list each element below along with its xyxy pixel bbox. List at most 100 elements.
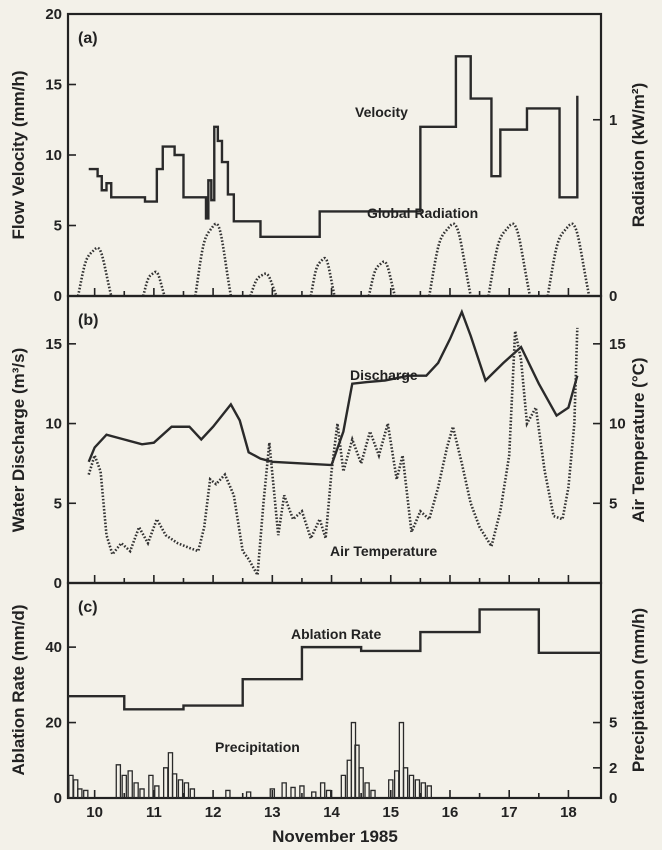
series-label: Ablation Rate	[291, 626, 381, 642]
precipitation-bar	[364, 782, 370, 798]
x-tick-label: 18	[560, 804, 577, 821]
y-right-tick-label: 5	[609, 495, 617, 512]
precipitation-bar	[83, 789, 89, 798]
precipitation-bar	[177, 779, 184, 798]
precipitation-bar	[398, 721, 405, 798]
panel-a: 0 5 10 15 20 0 1 Flow Velocity (mm/h) Radiation …	[9, 6, 648, 305]
precipitation-bar	[127, 770, 133, 798]
y-tick-label: 10	[45, 147, 62, 164]
precipitation-bar	[319, 782, 326, 798]
y-tick-label: 10	[45, 416, 62, 433]
x-tick-label: 15	[382, 804, 399, 821]
panel-label: (b)	[78, 312, 98, 329]
y-tick-label: 0	[54, 575, 62, 592]
radiation-curve	[141, 270, 166, 297]
precipitation-bar	[183, 782, 190, 798]
x-tick-label: 16	[442, 804, 459, 821]
x-tick-label: 10	[86, 804, 103, 821]
series-label: Velocity	[355, 104, 408, 120]
series-precipitation	[68, 721, 432, 798]
precipitation-bar	[388, 779, 394, 798]
y-tick-label: 5	[54, 218, 62, 235]
y-right-axis-label: Precipitation (mm/h)	[629, 608, 648, 772]
precipitation-bar	[154, 785, 160, 798]
radiation-curve	[76, 246, 113, 297]
precipitation-bar	[245, 791, 252, 798]
precipitation-bar	[269, 788, 276, 798]
x-tick-label: 13	[264, 804, 281, 821]
y-right-tick-label: 10	[609, 416, 626, 433]
precipitation-bar	[121, 774, 127, 798]
panel-c: 0 20 40 0 2 5 Ablation Rate (mm/d) Precipitatio…	[9, 581, 648, 807]
precipitation-bar	[420, 782, 427, 798]
precipitation-bar	[402, 767, 409, 798]
radiation-curve	[427, 222, 472, 297]
precipitation-bar	[426, 785, 432, 798]
panel-b: 0 5 10 15 5 10 15 Water Discharge (m³/s) Air Tem…	[9, 294, 648, 592]
x-tick-label: 11	[146, 804, 162, 821]
y-axis-label: Flow Velocity (mm/h)	[9, 70, 28, 239]
radiation-curve	[487, 222, 532, 297]
y-tick-label: 15	[45, 336, 62, 353]
precipitation-bar	[139, 788, 145, 798]
x-axis: 10 11 12 13 14 15 16 17 18 November 1985	[86, 804, 576, 846]
radiation-curve	[309, 256, 336, 297]
x-tick-label: 12	[205, 804, 222, 821]
y-tick-label: 15	[45, 77, 62, 94]
y-tick-label: 40	[45, 639, 62, 656]
series-velocity	[88, 55, 579, 238]
panel-label: (c)	[78, 599, 98, 616]
y-right-axis-label: Radiation (kW/m²)	[629, 83, 648, 228]
y-right-tick-label: 0	[609, 288, 617, 305]
y-tick-label: 0	[54, 288, 62, 305]
precipitation-bar	[393, 770, 400, 798]
y-tick-label: 20	[45, 6, 62, 23]
precipitation-bar	[281, 782, 287, 798]
precipitation-bar	[340, 774, 347, 798]
precipitation-bar	[290, 786, 296, 798]
precipitation-bar	[225, 789, 231, 798]
precipitation-bar	[408, 774, 415, 798]
precipitation-bar	[68, 774, 74, 798]
series-label: Precipitation	[215, 739, 300, 755]
precipitation-bar	[162, 767, 169, 798]
precipitation-bar	[77, 788, 83, 798]
precipitation-bar	[115, 764, 122, 798]
y-axis-label: Ablation Rate (mm/d)	[9, 605, 28, 776]
y-tick-label: 20	[45, 715, 62, 732]
series-global-radiation	[76, 222, 591, 297]
precipitation-bar	[370, 789, 376, 798]
y-tick-label: 5	[54, 495, 62, 512]
panel-label: (a)	[78, 30, 98, 47]
precipitation-bar	[133, 782, 139, 798]
x-tick-label: 14	[323, 804, 340, 821]
panel-frame	[66, 581, 603, 800]
precipitation-bar	[311, 791, 317, 798]
precipitation-bar	[171, 773, 178, 798]
radiation-curve	[546, 222, 591, 297]
series-ablation-rate	[68, 608, 601, 711]
y-right-tick-label: 1	[609, 112, 617, 129]
precipitation-bar	[148, 774, 154, 798]
y-tick-label: 0	[54, 790, 62, 807]
x-axis-label: November 1985	[272, 827, 398, 846]
panel-frame	[66, 12, 603, 298]
y-right-axis-label: Air Temperature (°C)	[629, 357, 648, 522]
y-right-tick-label: 2	[609, 760, 617, 777]
precipitation-bar	[325, 789, 332, 798]
series-air-temperature	[87, 327, 579, 580]
series-discharge	[87, 308, 579, 467]
precipitation-bar	[358, 767, 364, 798]
series-label: Global Radiation	[367, 205, 478, 221]
x-tick-label: 17	[501, 804, 518, 821]
y-right-tick-label: 5	[609, 715, 617, 732]
radiation-curve	[194, 222, 233, 297]
y-right-tick-label: 15	[609, 336, 626, 353]
precipitation-bar	[299, 785, 305, 798]
radiation-curve	[249, 272, 278, 297]
precipitation-bar	[414, 779, 421, 798]
series-label: Air Temperature	[330, 543, 437, 559]
precipitation-bar	[189, 788, 196, 798]
series-label: Discharge	[350, 367, 418, 383]
